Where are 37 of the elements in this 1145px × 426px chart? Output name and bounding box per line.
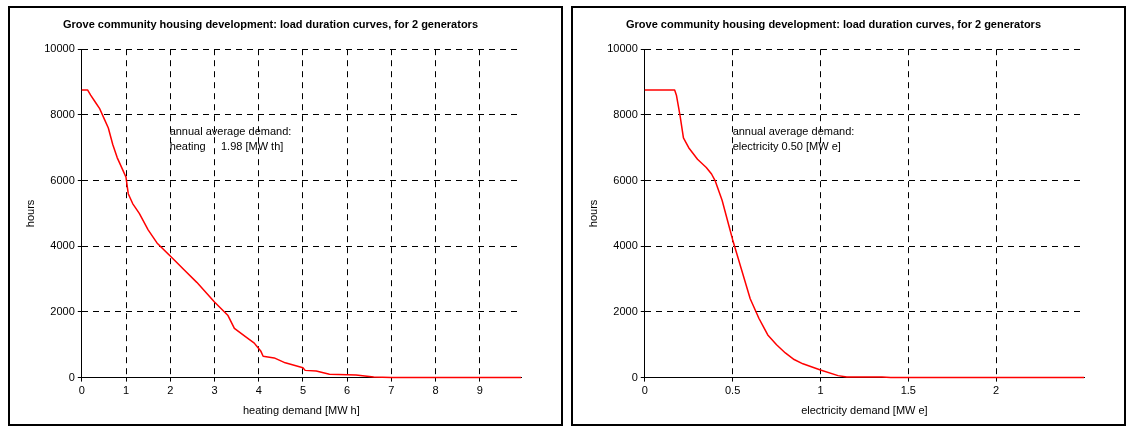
y-tick-label: 4000 <box>50 239 75 252</box>
y-tick-label: 10000 <box>607 42 638 55</box>
x-axis-title: heating demand [MW h] <box>243 404 360 417</box>
x-tick-label: 6 <box>344 384 351 397</box>
y-tick-label: 8000 <box>613 107 638 120</box>
x-tick-label: 1 <box>817 384 824 397</box>
y-axis-title: hours <box>586 199 599 228</box>
x-tick-label: 0 <box>78 384 85 397</box>
x-tick-label: 2 <box>993 384 1000 397</box>
x-tick-label: 1 <box>122 384 130 397</box>
annotation: annual average demand: <box>169 124 292 137</box>
y-tick-label: 6000 <box>50 173 75 186</box>
x-tick-label: 3 <box>211 384 218 397</box>
x-tick-label: 2 <box>167 384 174 397</box>
annotation: annual average demand: <box>732 124 855 137</box>
x-tick-label: 1.5 <box>900 384 916 397</box>
y-tick-label: 0 <box>68 370 75 383</box>
x-axis-title: electricity demand [MW e] <box>801 404 928 417</box>
x-tick-label: 7 <box>388 384 395 397</box>
y-tick-label: 6000 <box>613 173 638 186</box>
y-tick-label: 4000 <box>613 239 638 252</box>
y-tick-label: 8000 <box>50 107 75 120</box>
annotation: heating 1.98 [MW th] <box>169 139 284 152</box>
x-tick-label: 8 <box>432 384 439 397</box>
x-tick-label: 0.5 <box>724 384 741 397</box>
y-tick-label: 2000 <box>613 304 638 317</box>
annotation: electricity 0.50 [MW e] <box>732 139 841 152</box>
y-tick-label: 0 <box>631 370 638 383</box>
y-tick-label: 2000 <box>50 304 75 317</box>
y-axis-title: hours <box>23 199 36 228</box>
x-tick-label: 0 <box>641 384 648 397</box>
x-tick-label: 9 <box>476 384 483 397</box>
chart-title: Grove community housing development: load duration curves, for 2 generators <box>625 17 1042 30</box>
x-tick-label: 5 <box>299 384 306 397</box>
y-tick-label: 10000 <box>44 42 75 55</box>
chart-title: Grove community housing development: load duration curves, for 2 generators <box>62 17 479 30</box>
x-tick-label: 4 <box>255 384 262 397</box>
